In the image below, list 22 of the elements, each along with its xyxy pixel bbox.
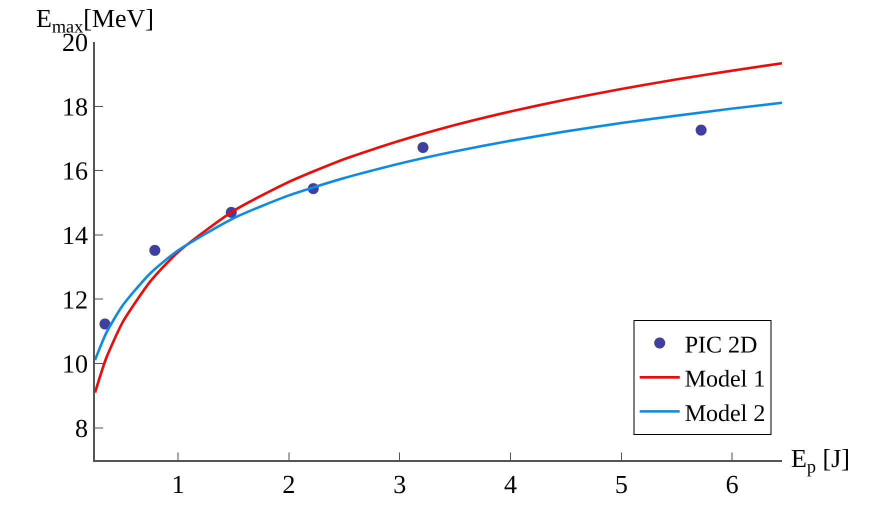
point	[149, 244, 160, 256]
legend-label: Model 1	[684, 366, 766, 393]
x-tick-label: 1	[172, 470, 185, 499]
x-tick-label: 2	[282, 470, 296, 499]
y-tick-label: 8	[75, 414, 88, 443]
legend-label: PIC 2D	[684, 332, 758, 358]
x-tick-label: 6	[726, 470, 739, 499]
y-tick-label: 10	[62, 350, 88, 379]
y-tick-label: 12	[62, 285, 88, 314]
legend-label: Model 2	[684, 400, 766, 427]
x-tick-label: 3	[393, 470, 406, 499]
x-tick-label: 5	[614, 470, 628, 499]
y-tick-label: 16	[62, 156, 88, 186]
x-tick-label: 4	[504, 470, 518, 499]
y-tick-label: 14	[62, 221, 88, 250]
point	[99, 318, 110, 330]
y-tick-label: 18	[62, 92, 88, 122]
x-axis-title: E$_{p}$ [J]	[791, 444, 850, 476]
point	[696, 124, 707, 136]
line-series	[95, 62, 782, 394]
point	[417, 142, 428, 153]
line-series	[95, 102, 782, 362]
